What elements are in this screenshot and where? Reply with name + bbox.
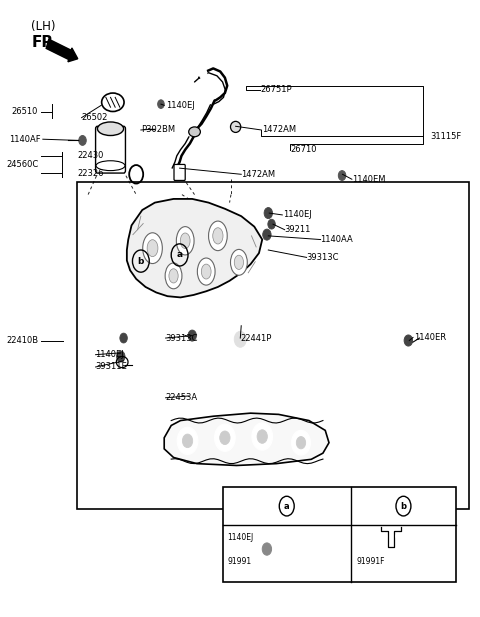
Text: 39313C: 39313C — [166, 334, 198, 342]
Ellipse shape — [143, 233, 162, 263]
Text: 26751P: 26751P — [260, 86, 291, 94]
Circle shape — [263, 229, 271, 240]
Text: 91991: 91991 — [227, 557, 252, 566]
Circle shape — [182, 434, 192, 447]
Text: 1140EM: 1140EM — [352, 175, 386, 184]
Circle shape — [188, 330, 196, 341]
Text: 39311E: 39311E — [96, 362, 127, 371]
Text: a: a — [284, 502, 289, 511]
Text: 22430: 22430 — [78, 151, 104, 160]
Text: 39211: 39211 — [285, 225, 311, 234]
Text: 26502: 26502 — [82, 113, 108, 122]
Text: 26510: 26510 — [12, 107, 38, 116]
Text: 1140EJ: 1140EJ — [96, 350, 124, 359]
Circle shape — [264, 207, 273, 218]
Text: a: a — [177, 251, 183, 259]
Ellipse shape — [189, 127, 200, 137]
Text: (LH): (LH) — [31, 20, 56, 33]
FancyBboxPatch shape — [96, 126, 125, 173]
Circle shape — [120, 333, 127, 343]
Text: 1140AF: 1140AF — [9, 135, 40, 144]
Circle shape — [199, 68, 207, 78]
Bar — [223, 487, 456, 582]
Ellipse shape — [197, 258, 215, 285]
Ellipse shape — [230, 249, 247, 275]
Text: 1140ER: 1140ER — [414, 333, 446, 342]
Text: 1140AA: 1140AA — [321, 235, 353, 244]
Text: 1140EJ: 1140EJ — [283, 210, 312, 220]
Text: 26710: 26710 — [290, 145, 317, 154]
Polygon shape — [164, 413, 329, 465]
Circle shape — [117, 351, 125, 362]
Text: 22441P: 22441P — [240, 334, 272, 342]
Text: b: b — [400, 502, 407, 511]
Text: 1140EJ: 1140EJ — [167, 101, 195, 110]
Ellipse shape — [97, 122, 123, 136]
Circle shape — [404, 335, 412, 346]
Ellipse shape — [213, 228, 223, 244]
Circle shape — [215, 424, 235, 451]
Circle shape — [156, 122, 168, 137]
Text: 31115F: 31115F — [430, 131, 462, 141]
Ellipse shape — [165, 263, 182, 289]
Circle shape — [257, 430, 267, 444]
Circle shape — [296, 437, 306, 449]
Text: P302BM: P302BM — [141, 125, 175, 135]
Circle shape — [220, 431, 230, 445]
Text: 22453A: 22453A — [166, 393, 198, 402]
Ellipse shape — [234, 255, 243, 270]
Text: 91991F: 91991F — [357, 557, 385, 566]
Ellipse shape — [176, 226, 194, 255]
Circle shape — [79, 136, 86, 146]
Ellipse shape — [180, 233, 190, 249]
Ellipse shape — [147, 240, 158, 257]
Text: b: b — [138, 257, 144, 265]
Ellipse shape — [230, 122, 241, 133]
Circle shape — [382, 533, 387, 539]
Text: 1472AM: 1472AM — [241, 170, 276, 179]
Circle shape — [292, 431, 310, 455]
Text: 22326: 22326 — [78, 168, 104, 178]
Circle shape — [177, 428, 198, 454]
Text: 39313C: 39313C — [307, 253, 339, 262]
Circle shape — [338, 171, 346, 180]
Polygon shape — [127, 199, 262, 297]
Circle shape — [234, 331, 246, 347]
Text: 1140EJ: 1140EJ — [227, 533, 253, 542]
Circle shape — [157, 100, 164, 109]
Circle shape — [268, 219, 276, 229]
FancyArrow shape — [46, 39, 78, 62]
Circle shape — [230, 326, 251, 353]
FancyBboxPatch shape — [174, 165, 185, 180]
Text: FR.: FR. — [31, 35, 59, 49]
Text: 22410B: 22410B — [6, 336, 38, 345]
Text: 24560C: 24560C — [6, 160, 38, 169]
Circle shape — [262, 543, 272, 555]
Ellipse shape — [201, 264, 211, 279]
Text: 1472AM: 1472AM — [262, 125, 296, 135]
Ellipse shape — [96, 161, 125, 171]
Bar — [77, 182, 469, 508]
Ellipse shape — [169, 269, 178, 283]
Circle shape — [396, 533, 400, 539]
Circle shape — [252, 423, 273, 450]
Ellipse shape — [208, 221, 227, 251]
